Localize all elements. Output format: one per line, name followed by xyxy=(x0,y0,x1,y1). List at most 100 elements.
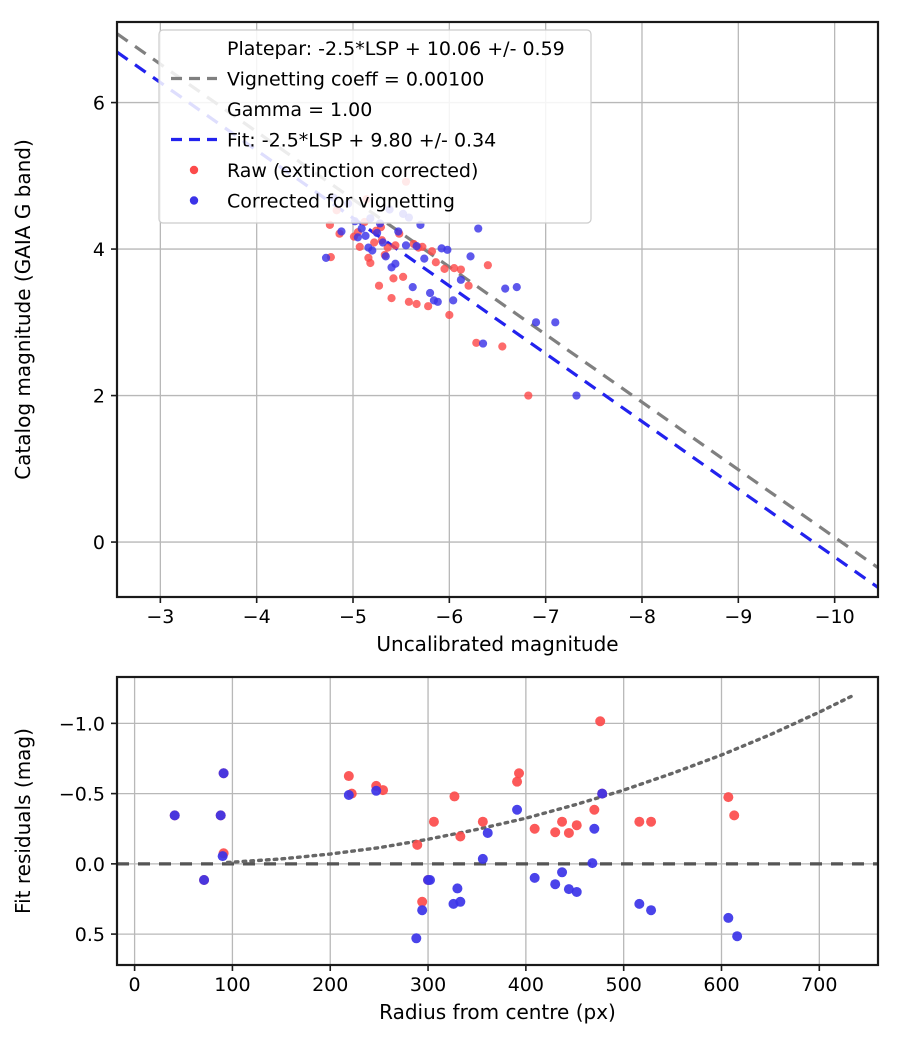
data-point xyxy=(723,912,734,923)
data-point xyxy=(589,804,600,815)
data-point xyxy=(357,224,366,233)
scatter-corrected-for-vignetting xyxy=(169,768,743,944)
data-point xyxy=(404,297,413,306)
ticks-photometry-calibration: −3 −4 −5 −6 −7 −8 −9 −10 0 2 4 6 xyxy=(93,93,855,628)
xtick-label: −7 xyxy=(532,606,560,628)
data-point xyxy=(391,259,400,268)
data-point xyxy=(483,261,492,270)
data-point xyxy=(557,816,568,827)
data-point xyxy=(478,339,488,348)
data-point xyxy=(563,884,574,895)
xtick-label: −6 xyxy=(435,606,463,628)
ytick-label: 0.0 xyxy=(75,854,105,876)
xtick-label: −5 xyxy=(339,606,367,628)
data-point xyxy=(589,823,600,834)
data-point xyxy=(456,275,465,284)
legend-label: Vignetting coeff = 0.00100 xyxy=(227,69,484,91)
line-vignetting-model xyxy=(225,693,856,865)
data-point xyxy=(420,254,429,263)
data-point xyxy=(401,241,411,250)
data-point xyxy=(440,264,449,273)
legend-label: Fit: -2.5*LSP + 9.80 +/- 0.34 xyxy=(227,130,496,152)
data-point xyxy=(571,886,582,897)
data-point xyxy=(355,242,364,251)
data-point xyxy=(732,931,743,942)
data-point xyxy=(425,288,435,298)
data-point xyxy=(477,816,488,827)
data-point xyxy=(464,281,473,290)
data-point xyxy=(452,883,463,894)
xaxis-title-photometry-calibration: Uncalibrated magnitude xyxy=(376,632,618,656)
data-point xyxy=(394,227,403,236)
data-point xyxy=(381,252,390,261)
xtick-label: 100 xyxy=(214,974,250,996)
data-point xyxy=(337,227,346,236)
legend-box xyxy=(158,29,592,224)
data-point xyxy=(443,245,452,254)
data-point xyxy=(445,310,454,320)
legend-photometry-calibration: Platepar: -2.5*LSP + 10.06 +/- 0.59 Vigne… xyxy=(158,29,592,224)
data-point xyxy=(572,391,581,400)
scatter-raw-extinction-corrected- xyxy=(169,716,740,907)
data-point xyxy=(450,264,459,273)
data-point xyxy=(218,768,229,779)
ytick-label: −1.0 xyxy=(59,713,105,735)
xtick-label: 0 xyxy=(129,974,141,996)
data-point xyxy=(466,252,475,261)
data-point xyxy=(587,858,598,869)
data-point xyxy=(431,258,440,267)
data-point xyxy=(417,905,428,916)
data-point xyxy=(571,820,582,831)
data-point xyxy=(456,265,465,274)
data-point xyxy=(424,302,433,311)
data-point xyxy=(412,839,423,850)
data-point xyxy=(389,274,398,283)
data-point xyxy=(412,299,421,309)
xtick-label: −8 xyxy=(628,606,656,628)
data-point xyxy=(597,788,608,799)
data-point xyxy=(512,283,521,292)
data-point xyxy=(595,716,606,727)
data-point xyxy=(524,391,533,400)
data-point xyxy=(169,810,180,821)
data-point xyxy=(482,827,493,838)
ytick-label: −0.5 xyxy=(59,784,105,806)
data-point xyxy=(217,851,228,862)
data-point xyxy=(634,898,645,909)
xtick-label: −3 xyxy=(146,606,174,628)
legend-label: Corrected for vignetting xyxy=(227,191,455,213)
data-point xyxy=(449,296,458,305)
scatter-corrected-for-vignetting xyxy=(321,193,581,400)
xtick-label: 500 xyxy=(606,974,642,996)
ytick-label: 2 xyxy=(93,386,105,408)
xtick-label: 700 xyxy=(801,974,837,996)
yaxis-title-fit-residuals: Fit residuals (mag) xyxy=(11,728,35,914)
axes-frame-photometry-calibration xyxy=(115,20,880,599)
legend-dot-swatch xyxy=(189,196,199,205)
ytick-label: 4 xyxy=(93,239,105,261)
data-point xyxy=(557,867,568,878)
data-point xyxy=(417,896,428,907)
xtick-label: 200 xyxy=(312,974,348,996)
data-point xyxy=(391,241,400,250)
data-point xyxy=(551,318,560,327)
data-point xyxy=(428,816,439,827)
data-point xyxy=(387,294,396,303)
data-point xyxy=(370,238,379,247)
xtick-label: 400 xyxy=(508,974,544,996)
data-point xyxy=(199,875,210,886)
axes-fit-residuals: 0 100 200 300 400 500 600 700 0.5 0.0 −0.5 −1.0 Radi… xyxy=(11,675,880,1024)
xtick-label: −10 xyxy=(815,606,855,628)
data-point xyxy=(425,875,436,886)
data-point xyxy=(366,258,375,268)
data-point xyxy=(477,853,488,864)
data-point xyxy=(353,233,362,242)
ticks-fit-residuals: 0 100 200 300 400 500 600 700 0.5 0.0 −0.5 −1.0 xyxy=(59,713,838,996)
xtick-label: −4 xyxy=(243,606,271,628)
data-point xyxy=(427,247,437,256)
data-point xyxy=(372,228,382,238)
data-point xyxy=(374,281,384,290)
data-point xyxy=(646,816,657,827)
data-point xyxy=(550,827,561,838)
